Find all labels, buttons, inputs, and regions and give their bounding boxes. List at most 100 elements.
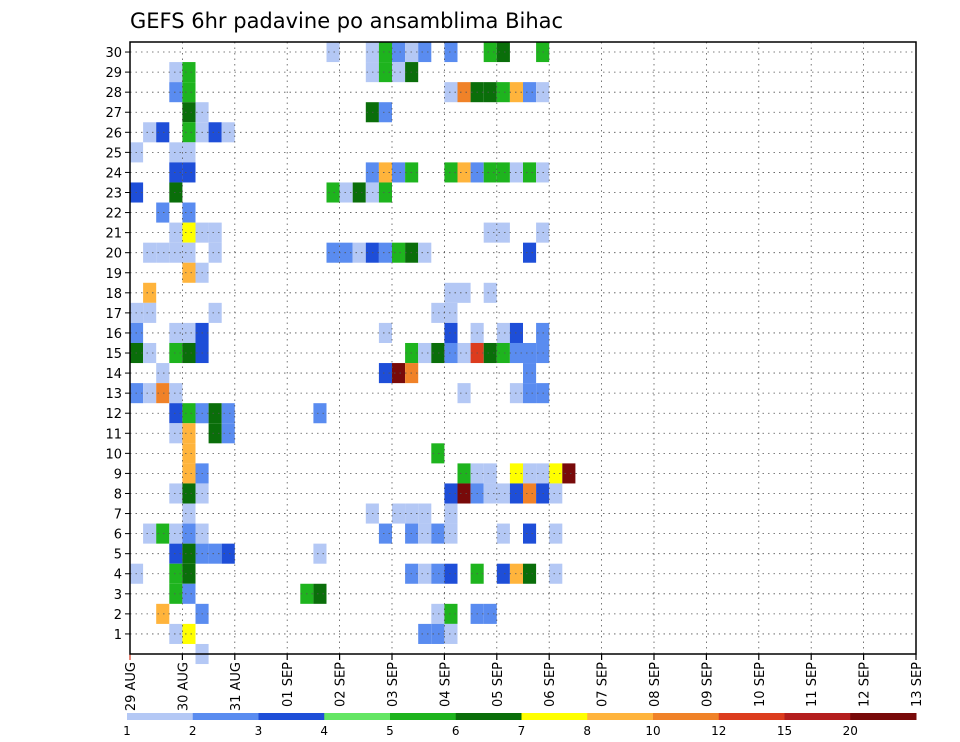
heatmap-cell [156, 383, 170, 404]
heatmap-cell [169, 82, 183, 103]
heatmap-cell [431, 302, 445, 323]
heatmap-cell [496, 222, 510, 243]
x-tick-label: 12 SEP [858, 662, 873, 707]
y-tick-label: 22 [105, 207, 122, 222]
colorbar-swatch [324, 713, 391, 720]
heatmap-cell [418, 563, 432, 584]
colorbar-swatch [521, 713, 588, 720]
heatmap-cell [483, 603, 497, 624]
y-tick-label: 9 [114, 467, 122, 482]
y-tick-label: 7 [114, 508, 122, 523]
heatmap-cell [549, 523, 563, 544]
heatmap-cell [208, 122, 222, 143]
heatmap-cell [444, 503, 458, 524]
heatmap-cell [156, 122, 170, 143]
heatmap-cell [444, 82, 458, 103]
heatmap-cell [326, 242, 340, 263]
heatmap-cell [378, 182, 392, 203]
heatmap-cell [182, 322, 196, 343]
heatmap-cell [444, 162, 458, 183]
heatmap-cell [444, 603, 458, 624]
heatmap-cell [182, 242, 196, 263]
y-tick-label: 19 [105, 267, 122, 282]
heatmap-cell [169, 142, 183, 163]
heatmap-cell [457, 463, 471, 484]
heatmap-cell [378, 322, 392, 343]
heatmap-cell [182, 342, 196, 364]
y-tick-label: 8 [114, 487, 122, 502]
heatmap-cell [392, 162, 406, 183]
colorbar-label: 20 [843, 724, 858, 738]
heatmap-cell [483, 82, 497, 103]
colorbar: 1 2 3 4 5 6 7 8 10 12 15 20 [123, 713, 917, 738]
colorbar-swatch [587, 713, 654, 720]
heatmap-cell [444, 42, 458, 63]
y-tick-label: 17 [105, 307, 122, 322]
heatmap-cell [431, 603, 445, 624]
colorbar-label: 1 [123, 724, 131, 738]
heatmap-cell [156, 523, 170, 544]
heatmap-cell [483, 342, 497, 364]
heatmap-cell [156, 202, 170, 223]
heatmap-cell [483, 282, 497, 303]
heatmap-cell [378, 102, 392, 123]
y-tick-label: 23 [105, 186, 122, 201]
heatmap-cell [378, 42, 392, 63]
heatmap-cell [326, 182, 340, 203]
heatmap-cell [208, 423, 222, 444]
y-axis-ticks: 1234567891011121314151617181920212223242… [105, 46, 130, 643]
heatmap-cell [523, 563, 537, 584]
colorbar-swatch [653, 713, 720, 720]
y-tick-label: 2 [114, 608, 122, 623]
heatmap-cell [221, 543, 235, 564]
heatmap-cell [444, 342, 458, 364]
x-tick-label: 06 SEP [543, 662, 558, 707]
y-tick-label: 30 [105, 46, 122, 61]
heatmap-cell [523, 383, 537, 404]
heatmap-cell [496, 42, 510, 63]
heatmap-cell [418, 503, 432, 524]
colorbar-label: 6 [452, 724, 460, 738]
y-tick-label: 6 [114, 528, 122, 543]
y-tick-label: 4 [114, 568, 122, 583]
heatmap-cell [182, 423, 196, 444]
heatmap-cell [182, 222, 196, 243]
heatmap-cell [169, 423, 183, 444]
heatmap-cell [221, 403, 235, 424]
heatmap-cell [143, 242, 157, 263]
heatmap-cell [313, 583, 327, 604]
heatmap-cell [339, 182, 353, 203]
heatmap-cell [523, 483, 537, 504]
heatmap-cell [483, 162, 497, 183]
heatmap-cell [444, 282, 458, 303]
heatmap-cell [182, 543, 196, 564]
y-tick-label: 29 [105, 66, 122, 81]
heatmap-cell [169, 563, 183, 584]
heatmap-cell [143, 523, 157, 544]
heatmap-cell [392, 503, 406, 524]
y-tick-label: 14 [105, 367, 122, 382]
heatmap-cell [169, 523, 183, 544]
heatmap-cell [326, 42, 340, 63]
heatmap-cell [143, 122, 157, 143]
heatmap-cell [169, 383, 183, 404]
heatmap-cell [208, 403, 222, 424]
heatmap-cell [457, 483, 471, 504]
heatmap-cell [378, 242, 392, 263]
x-tick-label: 11 SEP [805, 662, 820, 707]
heatmap-cell [182, 623, 196, 644]
heatmap-cell [562, 463, 576, 484]
heatmap-cell [431, 443, 445, 464]
heatmap-cell [496, 342, 510, 364]
heatmap-cell [208, 222, 222, 243]
heatmap-cell [182, 443, 196, 464]
heatmap-cell [221, 122, 235, 143]
heatmap-cell [496, 563, 510, 584]
heatmap-cell [339, 242, 353, 263]
heatmap-cell [444, 623, 458, 644]
heatmap-cell [313, 403, 327, 424]
heatmap-cell [182, 503, 196, 524]
x-axis-ticks: 29 AUG 30 AUG 31 AUG 01 SEP 02 SEP 03 SEP 04 S… [124, 654, 925, 711]
